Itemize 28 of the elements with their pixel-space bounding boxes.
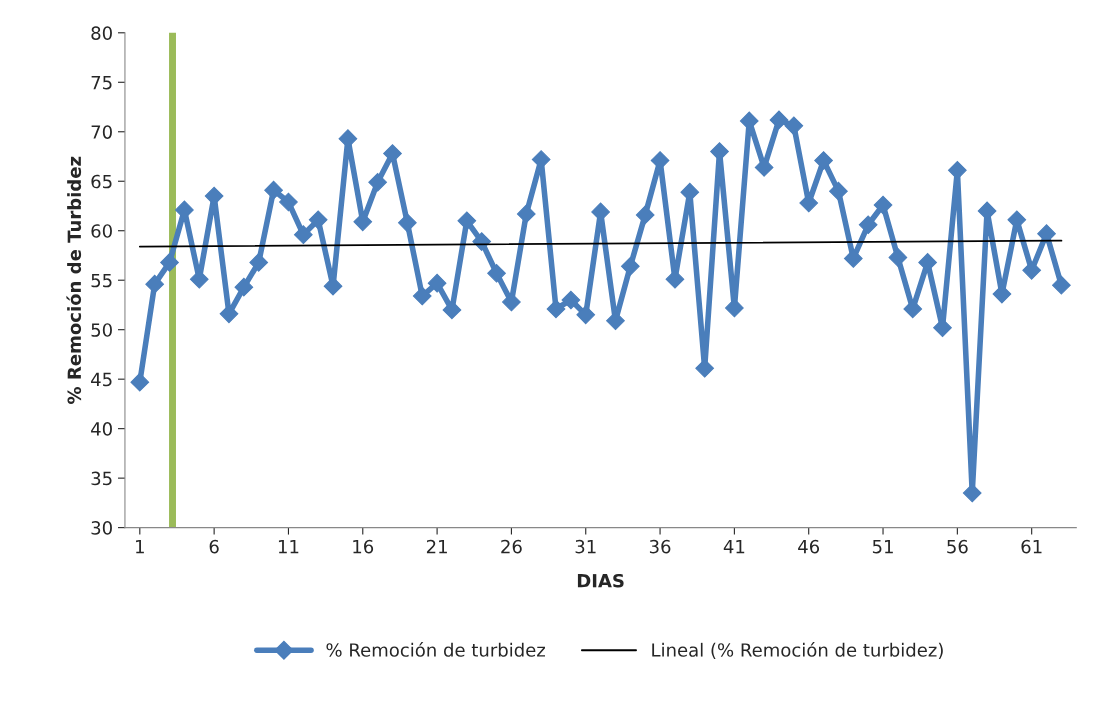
legend-label: % Remoción de turbidez (326, 642, 546, 657)
y-tick-label: 80 (91, 26, 112, 40)
y-tick-label: 70 (91, 125, 112, 139)
x-tick-label: 51 (872, 539, 893, 554)
x-tick-label: 6 (209, 539, 219, 554)
y-tick-label: 55 (91, 273, 112, 288)
x-tick-label: 36 (649, 539, 671, 554)
x-axis-title: DIAS (577, 573, 624, 588)
y-tick-label: 45 (91, 372, 112, 387)
x-tick-label: 31 (575, 539, 596, 554)
y-tick-label: 50 (91, 323, 112, 337)
y-tick-label: 30 (91, 521, 112, 535)
y-tick-label: 65 (91, 174, 112, 189)
x-tick-label: 26 (501, 539, 522, 554)
y-axis-title: % Remoción de Turbidez (66, 156, 82, 404)
x-tick-label: 16 (353, 539, 374, 554)
legend-label: Lineal (% Remoción de turbidez) (652, 642, 943, 659)
x-tick-label: 1 (136, 539, 144, 554)
x-tick-label: 61 (1021, 539, 1042, 554)
x-tick-label: 46 (798, 539, 820, 554)
x-tick-label: 41 (723, 539, 745, 554)
y-tick-label: 75 (91, 75, 112, 90)
x-tick-label: 21 (426, 539, 447, 554)
y-tick-label: 60 (91, 224, 112, 238)
x-tick-label: 11 (278, 539, 299, 554)
y-tick-label: 40 (91, 422, 112, 436)
y-tick-label: 35 (91, 471, 112, 486)
x-tick-label: 56 (947, 539, 968, 554)
